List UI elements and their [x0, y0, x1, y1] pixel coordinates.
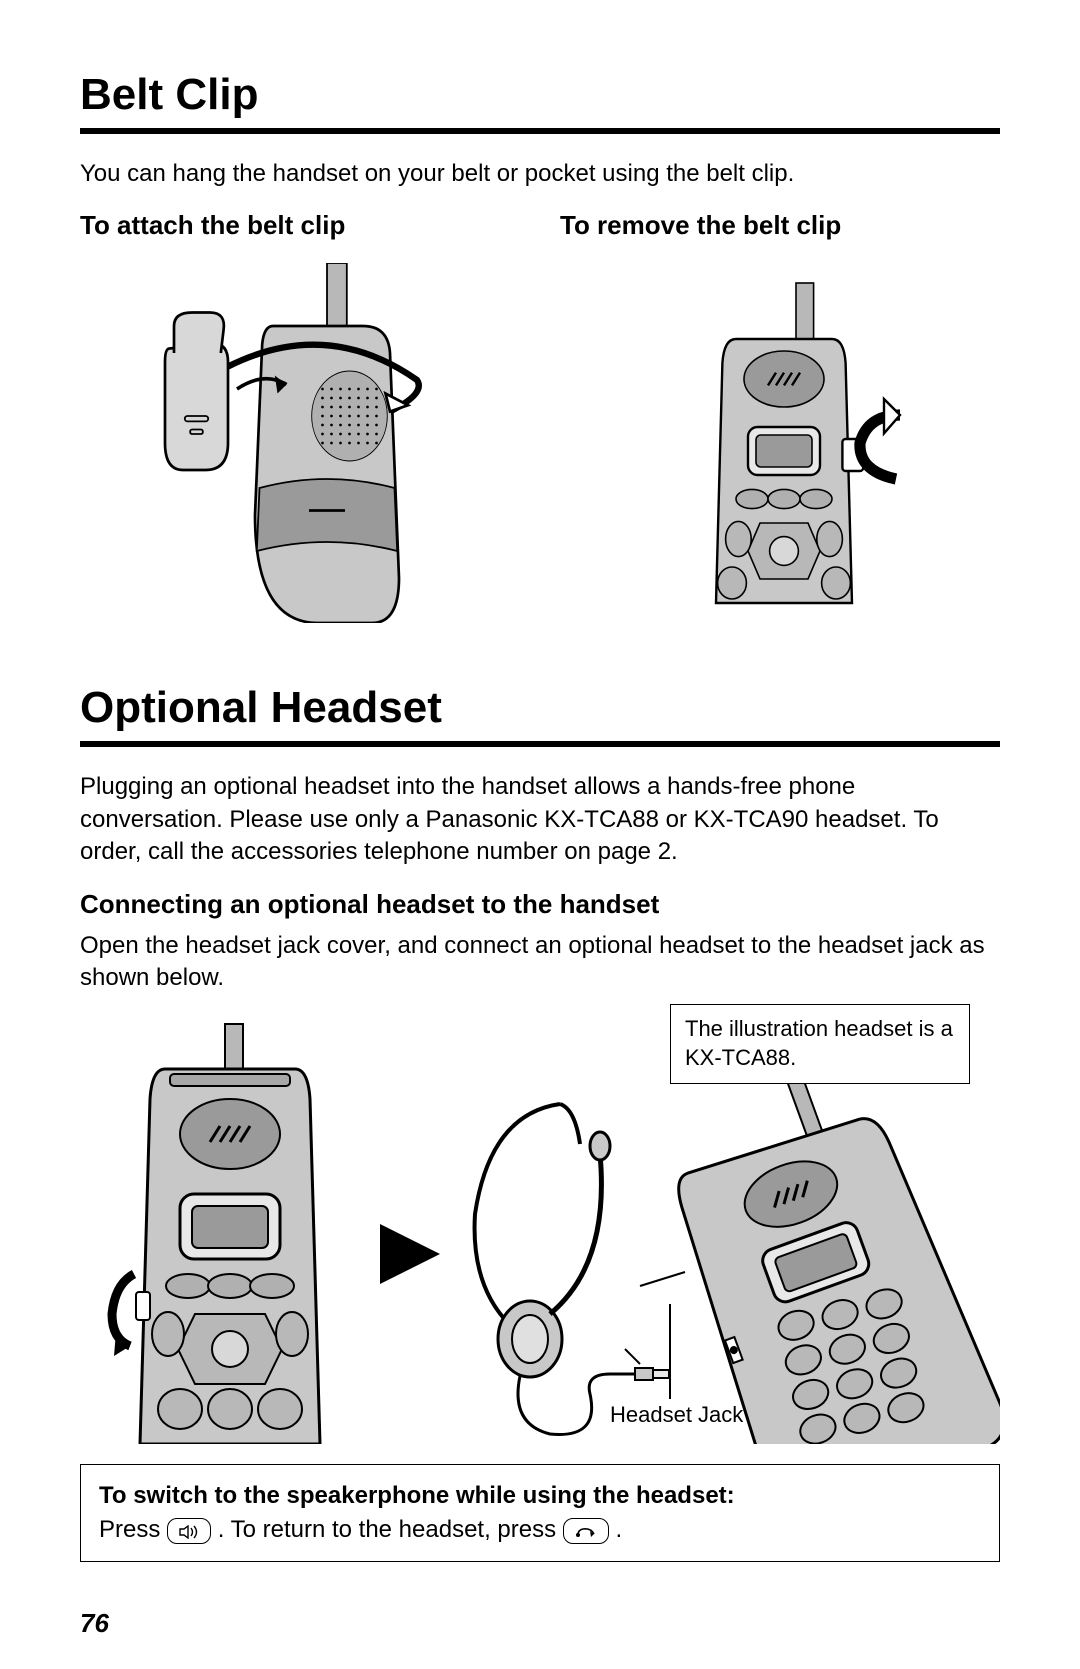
connect-body: Open the headset jack cover, and connect…: [80, 930, 1000, 995]
attach-column: To attach the belt clip: [80, 210, 520, 633]
belt-clip-columns: To attach the belt clip: [80, 210, 1000, 633]
belt-clip-intro: You can hang the handset on your belt or…: [80, 158, 1000, 190]
remove-illustration: [560, 253, 1000, 633]
attach-heading: To attach the belt clip: [80, 210, 520, 241]
connect-heading: Connecting an optional headset to the ha…: [80, 889, 1000, 920]
note-press: Press: [99, 1516, 167, 1543]
attach-illustration: [80, 253, 520, 633]
remove-column: To remove the belt clip: [560, 210, 1000, 633]
note-end: .: [615, 1516, 622, 1543]
callout-text: The illustration headset is a KX-TCA88.: [685, 1016, 953, 1070]
belt-clip-title: Belt Clip: [80, 70, 1000, 120]
page-number: 76: [80, 1608, 109, 1639]
speaker-key-icon: [167, 1518, 211, 1544]
speakerphone-note: To switch to the speakerphone while usin…: [80, 1464, 1000, 1561]
rule: [80, 128, 1000, 134]
headset-illustration: The illustration headset is a KX-TCA88.: [80, 1004, 1000, 1444]
headset-intro: Plugging an optional headset into the ha…: [80, 771, 1000, 868]
note-mid: . To return to the headset, press: [218, 1516, 563, 1543]
note-body: Press . To return to the headset, press …: [99, 1513, 981, 1547]
headset-title: Optional Headset: [80, 683, 1000, 733]
talk-key-icon: [563, 1518, 609, 1544]
remove-heading: To remove the belt clip: [560, 210, 1000, 241]
note-bold: To switch to the speakerphone while usin…: [99, 1479, 981, 1513]
callout-box: The illustration headset is a KX-TCA88.: [670, 1004, 970, 1083]
rule2: [80, 741, 1000, 747]
jack-label: Headset Jack: [610, 1402, 743, 1428]
